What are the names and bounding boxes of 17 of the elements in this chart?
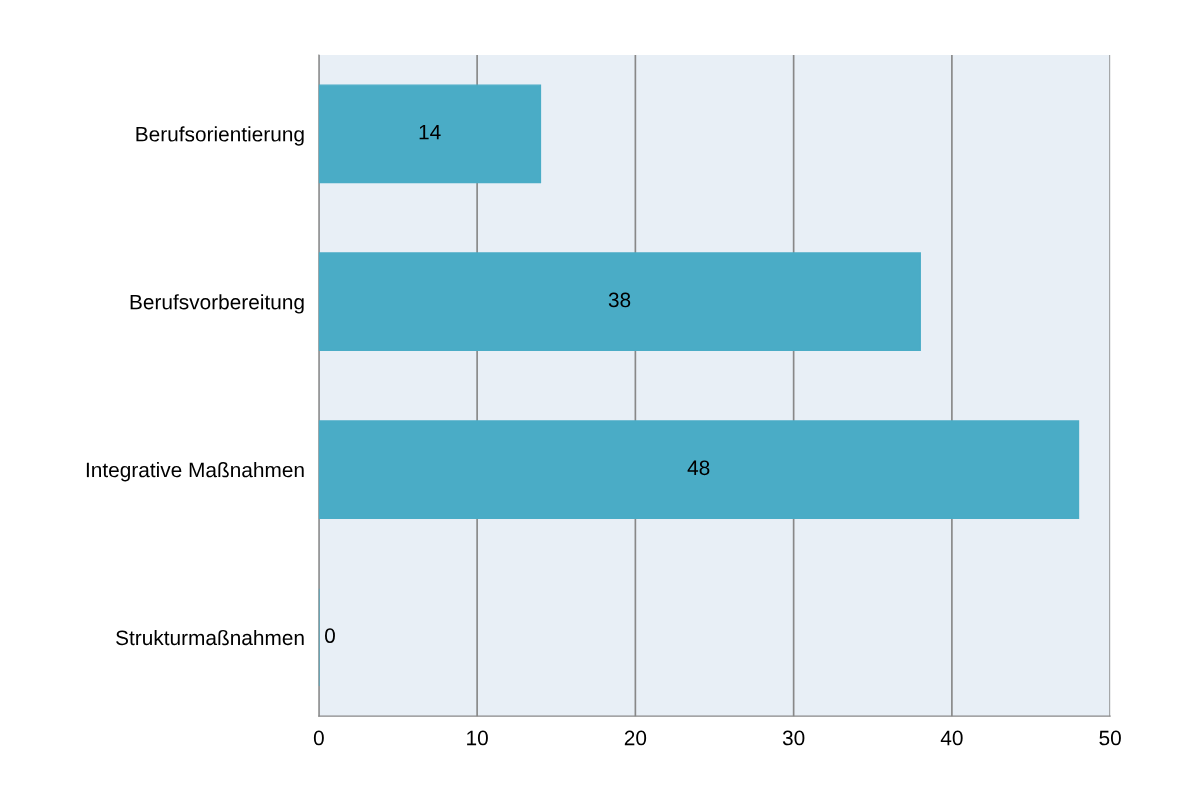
y-tick-label: Integrative Maßnahmen <box>86 462 304 482</box>
data-label: 48 <box>687 460 710 476</box>
x-tick-label: 30 <box>782 730 805 746</box>
x-tick-label: 50 <box>1099 730 1121 746</box>
y-tick-label: Berufsvorbereitung <box>130 294 304 314</box>
data-label: 14 <box>419 124 441 140</box>
y-tick-label: Strukturmaßnahmen <box>116 629 304 646</box>
data-label: 38 <box>608 292 631 308</box>
x-tick-label: 40 <box>940 730 963 746</box>
bar <box>318 420 1080 519</box>
x-tick-label: 10 <box>467 730 488 746</box>
data-label: 0 <box>325 628 335 644</box>
y-tick-label: Berufsorientierung <box>136 126 304 146</box>
x-tick-label: 20 <box>624 730 647 746</box>
bar <box>318 84 542 184</box>
x-tick-label: 0 <box>313 730 324 746</box>
bar <box>318 252 921 352</box>
